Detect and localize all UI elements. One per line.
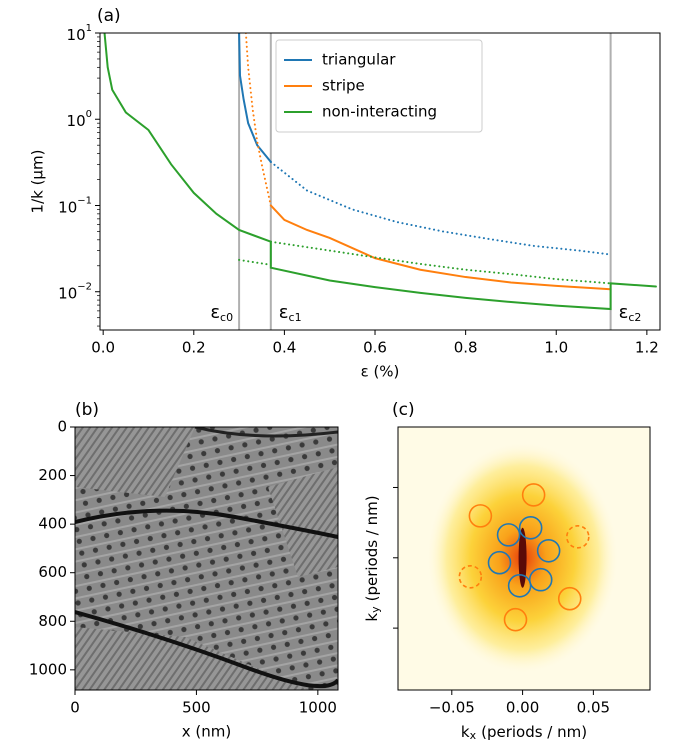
legend-label: triangular <box>322 51 396 69</box>
y-axis-label: ky (periods / nm) <box>363 495 383 621</box>
y-tick-label: 10−2 <box>58 282 92 303</box>
stm-domain <box>75 427 195 497</box>
peak-marker <box>518 516 543 540</box>
series-line <box>269 204 612 291</box>
legend-label: stripe <box>322 77 365 95</box>
x-tick-label: 0.2 <box>182 339 206 357</box>
x-tick-label: 500 <box>182 699 211 717</box>
panel-label: (a) <box>97 6 121 26</box>
x-axis-label: kx (periods / nm) <box>461 723 587 743</box>
label-text: (periods / nm) <box>481 723 587 741</box>
label-symbol: k <box>461 723 470 741</box>
legend-box <box>275 39 483 133</box>
reference-label: εc2 <box>619 302 642 324</box>
reference-subscript: c1 <box>289 311 302 324</box>
peak-marker <box>521 483 546 507</box>
peak-marker <box>557 586 582 611</box>
x-tick-label: 1.0 <box>544 339 568 357</box>
legend-label: non-interacting <box>322 103 437 121</box>
plot-area <box>103 33 657 330</box>
series-line <box>269 240 612 285</box>
peak-marker <box>487 550 512 575</box>
label-text: (periods / nm) <box>363 495 381 601</box>
y-tick-exponent: −1 <box>77 195 92 206</box>
panel-label: (c) <box>392 400 415 420</box>
stm-boundary <box>75 508 338 539</box>
x-tick-label: 0.8 <box>454 339 478 357</box>
stm-domain <box>268 467 338 577</box>
reference-symbol: ε <box>279 302 289 323</box>
reference-label: εc1 <box>279 302 302 324</box>
y-tick-base: 10 <box>67 112 86 130</box>
label-subscript: x <box>470 729 477 742</box>
reference-subscript: c2 <box>628 311 641 324</box>
x-tick-label: −0.05 <box>429 699 475 717</box>
stm-boundary <box>75 610 338 689</box>
x-tick-label: 0.05 <box>577 699 610 717</box>
axes-frame <box>397 426 651 691</box>
peak-marker <box>468 504 493 528</box>
x-axis-label: ε (%) <box>361 363 400 381</box>
series-line <box>269 160 612 256</box>
y-tick-label: 800 <box>38 612 67 630</box>
y-tick-label: 10−1 <box>58 195 92 216</box>
y-axis-label: 1/k (µm) <box>29 150 47 214</box>
y-tick-label: 400 <box>38 515 67 533</box>
peak-marker <box>507 573 532 598</box>
reference-subscript: c0 <box>220 311 233 324</box>
label-subscript: y <box>369 606 382 613</box>
x-axis-label: x (nm) <box>182 723 231 741</box>
peak-marker <box>536 538 561 563</box>
legend: triangular stripe non-interacting <box>275 39 483 133</box>
y-tick-exponent: 1 <box>86 23 92 34</box>
stm-boundary <box>194 427 338 438</box>
x-tick-label: 0.00 <box>506 699 539 717</box>
y-tick-base: 10 <box>58 284 77 302</box>
peak-marker <box>458 564 483 589</box>
series-line <box>103 33 657 311</box>
reference-label: εc0 <box>210 302 233 324</box>
series-line <box>244 33 272 207</box>
peak-marker <box>503 607 528 632</box>
y-tick-exponent: 0 <box>86 109 92 120</box>
y-tick-label: 101 <box>67 23 92 44</box>
y-tick-base: 10 <box>58 198 77 216</box>
y-tick-label: 0 <box>57 418 67 436</box>
stm-domain <box>75 627 308 690</box>
label-symbol: k <box>363 613 381 622</box>
panel-label: (b) <box>75 400 99 420</box>
reference-symbol: ε <box>619 302 629 323</box>
peak-marker <box>565 525 590 549</box>
plot-area <box>398 427 650 690</box>
peak-marker <box>496 523 521 547</box>
y-tick-label: 1000 <box>29 660 67 678</box>
x-tick-label: 0 <box>70 699 80 717</box>
fft-center <box>518 527 527 588</box>
y-tick-label: 200 <box>38 466 67 484</box>
y-tick-label: 100 <box>67 109 92 130</box>
x-tick-label: 0.4 <box>272 339 296 357</box>
x-tick-label: 1000 <box>299 699 337 717</box>
series-line <box>238 258 272 266</box>
x-tick-label: 0.6 <box>363 339 387 357</box>
y-tick-label: 600 <box>38 563 67 581</box>
x-tick-label: 1.2 <box>635 339 659 357</box>
reference-symbol: ε <box>210 302 220 323</box>
y-tick-exponent: −2 <box>77 282 92 293</box>
series-line <box>238 33 272 163</box>
plot-area <box>75 427 338 690</box>
axes-frame <box>99 32 661 331</box>
x-tick-label: 0.0 <box>91 339 115 357</box>
axes-frame <box>74 426 339 691</box>
y-tick-base: 10 <box>67 26 86 44</box>
